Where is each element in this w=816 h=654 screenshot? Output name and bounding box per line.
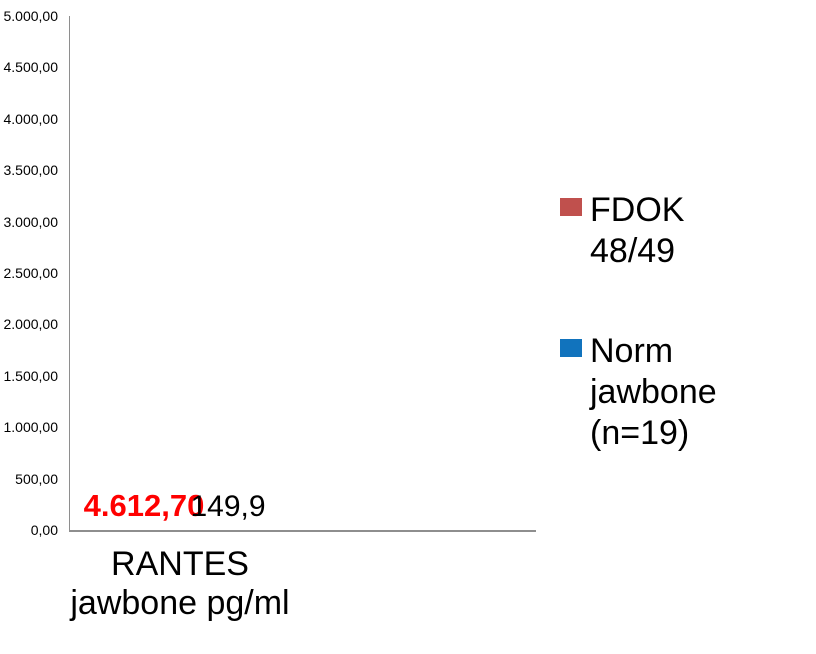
legend-label-fdok: FDOK 48/49 [590, 191, 685, 270]
data-label-norm: 149,9 [190, 490, 266, 523]
y-axis-tick-labels: 0,00 500,00 1.000,00 1.500,00 2.000,00 2.500,… [0, 8, 59, 538]
y-axis-tick-label: 0,00 [30, 522, 58, 538]
legend-label-norm: Norm jawbone (n=19) [590, 332, 717, 452]
y-axis-tick-label: 5.000,00 [3, 8, 59, 24]
legend-item-fdok: FDOK 48/49 [560, 190, 717, 272]
legend-item-norm: Norm jawbone (n=19) [560, 331, 717, 454]
y-axis-tick-label: 2.500,00 [3, 265, 59, 281]
y-axis-tick-label: 3.000,00 [3, 213, 59, 230]
y-axis-tick-label: 1.500,00 [3, 367, 59, 384]
y-axis-tick-label: 3.500,00 [3, 162, 59, 179]
legend-swatch-norm [560, 339, 582, 357]
plot-area: 4.612,70 149,9 [69, 16, 536, 532]
y-axis-tick-label: 500,00 [15, 470, 58, 487]
x-axis-category-label: RANTES jawbone pg/ml [70, 545, 290, 622]
y-axis-tick-label: 1.000,00 [3, 419, 59, 436]
legend-swatch-fdok [560, 198, 582, 216]
y-axis-tick-label: 4.000,00 [3, 110, 59, 127]
y-axis-tick-label: 2.000,00 [3, 316, 59, 333]
data-label-fdok: 4.612,70 [83, 488, 205, 523]
y-axis-tick-label: 4.500,00 [3, 59, 59, 76]
legend: FDOK 48/49 Norm jawbone (n=19) [560, 190, 717, 454]
